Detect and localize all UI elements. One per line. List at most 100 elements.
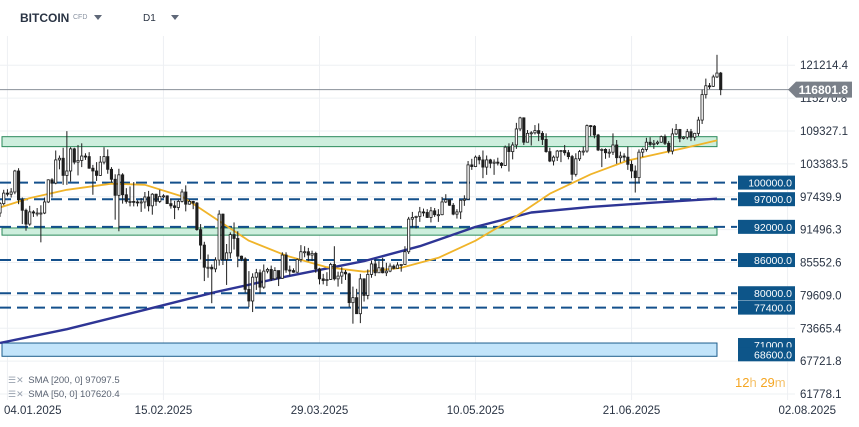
candle — [503, 145, 507, 166]
candle-body — [254, 272, 258, 278]
candle-body — [280, 254, 284, 279]
candle — [689, 128, 693, 142]
countdown-m: m — [774, 375, 786, 390]
level-tag — [738, 300, 795, 315]
candle — [277, 270, 281, 287]
candle-body — [347, 273, 351, 304]
candle-body — [306, 251, 310, 256]
candle-body — [20, 199, 24, 211]
candle-body — [373, 263, 377, 274]
candle-body — [670, 133, 674, 152]
symbol-name[interactable]: BITCOIN — [20, 11, 70, 25]
candle — [522, 117, 526, 145]
eye-icon[interactable]: ☰✕ — [8, 389, 24, 399]
symbol-dropdown-icon[interactable] — [94, 15, 102, 20]
candle — [492, 159, 496, 175]
candle — [24, 208, 28, 231]
candle — [496, 157, 500, 166]
candle — [685, 128, 689, 140]
y-tick-label: 73665.4 — [800, 323, 842, 335]
candle-body — [72, 148, 76, 163]
candle-body — [622, 155, 626, 158]
candle — [199, 224, 203, 260]
candle — [663, 134, 667, 145]
candle-body — [243, 258, 247, 290]
candle — [525, 130, 530, 143]
candle-body — [5, 192, 9, 195]
candle-body — [592, 125, 596, 136]
candle-body — [421, 211, 426, 214]
candle-body — [225, 252, 229, 260]
candle — [681, 136, 686, 140]
candle-body — [109, 168, 114, 180]
candle — [358, 273, 362, 324]
candle-body — [696, 119, 700, 134]
candle — [113, 174, 117, 220]
candle — [135, 200, 140, 207]
candle-body — [321, 278, 325, 281]
candle-body — [95, 170, 99, 176]
candle-body — [470, 164, 474, 167]
candle-body — [262, 270, 266, 288]
candle — [563, 144, 567, 156]
zone-rect — [1, 136, 718, 148]
candle-body — [522, 117, 526, 143]
candle — [173, 200, 177, 220]
candle — [652, 140, 656, 149]
candle — [551, 155, 556, 166]
candle-body — [9, 191, 13, 195]
candle — [592, 125, 596, 139]
candle — [555, 149, 559, 162]
timeframe-selector[interactable]: D1 — [143, 13, 156, 24]
chart-toolbar: BITCOIN CFD D1 — [0, 0, 859, 36]
timeframe-dropdown-icon[interactable] — [171, 15, 179, 20]
candle-body — [663, 136, 667, 144]
candle — [336, 271, 340, 287]
zone-tag-label: 68600.0 — [754, 349, 792, 361]
candle — [269, 265, 273, 282]
candle — [314, 251, 318, 273]
candle-body — [540, 132, 544, 140]
candle-body — [600, 149, 604, 151]
candle — [589, 125, 593, 137]
candle-body — [31, 211, 35, 214]
candle-body — [596, 134, 600, 151]
candle — [343, 270, 348, 280]
legend-sma50[interactable]: ☰✕ SMA [50, 0] 107620.4 — [8, 389, 120, 400]
candle-body — [154, 193, 158, 202]
candle — [670, 128, 674, 155]
candle-body — [132, 201, 136, 203]
candle-body — [652, 142, 656, 145]
candle — [5, 189, 9, 197]
y-tick-label: 79609.0 — [800, 290, 842, 302]
candle-body — [277, 270, 281, 279]
candle-body — [685, 131, 689, 138]
candle-body — [202, 244, 206, 268]
eye-icon[interactable]: ☰✕ — [8, 375, 24, 385]
candle — [507, 143, 511, 172]
candle — [61, 147, 65, 185]
x-tick-label: 29.03.2025 — [291, 405, 349, 417]
legend-sma200[interactable]: ☰✕ SMA [200, 0] 97097.5 — [8, 375, 120, 386]
candle-body — [425, 212, 429, 218]
candle-body — [343, 271, 348, 275]
candle — [195, 201, 199, 231]
candle-body — [69, 148, 73, 172]
candle-body — [247, 288, 251, 302]
candle — [232, 222, 236, 250]
candle-body — [637, 151, 641, 179]
candle — [317, 267, 322, 285]
level-tag-label: 77400.0 — [754, 303, 792, 315]
candle-body — [165, 195, 169, 205]
candle-body — [496, 161, 500, 164]
candle — [615, 140, 619, 164]
candle-body — [13, 170, 17, 193]
candle-body — [184, 191, 188, 205]
candle-body — [704, 85, 708, 96]
candle — [217, 210, 221, 266]
zone-tag — [738, 347, 795, 362]
candle-body — [143, 196, 147, 203]
candle-body — [284, 254, 288, 271]
candle — [470, 158, 474, 170]
